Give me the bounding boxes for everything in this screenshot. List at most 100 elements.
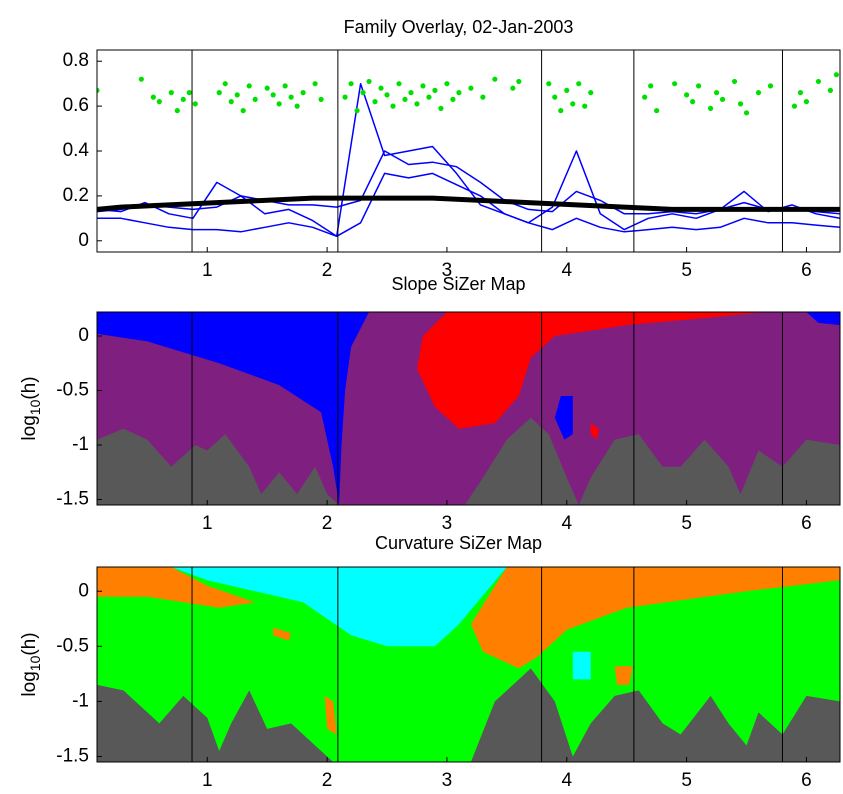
data-point bbox=[432, 87, 438, 93]
data-point bbox=[408, 90, 414, 96]
map-region bbox=[97, 312, 369, 505]
y-axis-label: log10(h) bbox=[19, 632, 43, 696]
data-point bbox=[719, 96, 726, 102]
data-point bbox=[713, 90, 720, 96]
y-tick-label: -0.5 bbox=[56, 380, 89, 401]
data-point bbox=[252, 96, 258, 102]
data-point bbox=[318, 96, 324, 102]
data-point bbox=[516, 78, 522, 85]
data-point bbox=[390, 103, 396, 109]
data-point bbox=[570, 101, 576, 107]
panel-title: Slope SiZer Map bbox=[391, 274, 525, 294]
data-point bbox=[468, 85, 474, 91]
data-point bbox=[689, 99, 696, 105]
data-point bbox=[384, 92, 390, 98]
data-point bbox=[444, 81, 450, 87]
data-point bbox=[276, 101, 282, 107]
x-tick-label: 4 bbox=[561, 770, 572, 791]
x-tick-label: 3 bbox=[442, 260, 453, 281]
x-tick-label: 1 bbox=[202, 513, 213, 534]
data-point bbox=[372, 99, 378, 105]
y-tick-label: -0.5 bbox=[56, 635, 89, 656]
plot-area bbox=[97, 50, 840, 252]
data-point bbox=[767, 83, 774, 89]
data-point bbox=[354, 108, 360, 114]
y-tick-label: -1.5 bbox=[56, 746, 89, 767]
data-point bbox=[815, 78, 822, 85]
data-point bbox=[450, 96, 456, 102]
data-point bbox=[156, 99, 162, 105]
family-curve bbox=[97, 82, 840, 238]
data-point bbox=[588, 90, 594, 96]
data-point bbox=[582, 103, 588, 109]
data-point bbox=[827, 87, 834, 93]
x-tick-label: 3 bbox=[442, 770, 453, 791]
data-point bbox=[480, 94, 486, 100]
map-region bbox=[171, 567, 507, 647]
data-point bbox=[426, 94, 432, 100]
y-tick-label: 0.4 bbox=[63, 140, 90, 161]
y-tick-label: 0.2 bbox=[63, 185, 89, 206]
x-tick-label: 4 bbox=[561, 513, 572, 534]
y-tick-label: -1 bbox=[72, 690, 89, 711]
y-tick-label: 0 bbox=[78, 230, 89, 251]
data-point bbox=[552, 94, 558, 100]
map-region bbox=[97, 668, 840, 762]
x-tick-label: 6 bbox=[801, 770, 812, 791]
data-point bbox=[192, 101, 198, 107]
map-region bbox=[470, 567, 840, 669]
data-point bbox=[737, 101, 744, 107]
x-tick-label: 5 bbox=[681, 513, 692, 534]
y-axis-label-part: (h) bbox=[19, 376, 40, 399]
data-point bbox=[294, 103, 300, 109]
data-point bbox=[564, 87, 570, 93]
data-point bbox=[396, 81, 402, 87]
y-axis-label-part: log bbox=[19, 671, 40, 696]
x-tick-label: 1 bbox=[202, 260, 213, 281]
y-axis-label: log10(h) bbox=[19, 376, 43, 440]
y-tick-label: -1.5 bbox=[56, 489, 89, 510]
data-point bbox=[174, 108, 180, 114]
data-point bbox=[803, 99, 810, 105]
data-point bbox=[300, 90, 306, 96]
family-curve bbox=[97, 172, 840, 238]
x-tick-label: 2 bbox=[322, 513, 333, 534]
x-tick-label: 5 bbox=[681, 770, 692, 791]
panel-title: Curvature SiZer Map bbox=[375, 533, 542, 553]
y-axis-label-part: log bbox=[19, 415, 40, 440]
data-point bbox=[420, 83, 426, 89]
frame bbox=[96, 311, 841, 506]
data-point bbox=[456, 90, 462, 96]
data-point bbox=[731, 78, 738, 85]
data-point bbox=[150, 94, 156, 100]
frame bbox=[96, 49, 841, 253]
data-point bbox=[282, 83, 288, 89]
data-point bbox=[97, 87, 100, 93]
data-point bbox=[186, 90, 192, 96]
map-region bbox=[97, 417, 840, 505]
map-region bbox=[590, 423, 600, 440]
data-point bbox=[576, 81, 582, 87]
map-region bbox=[614, 666, 633, 685]
map-region bbox=[572, 651, 591, 680]
data-point bbox=[558, 108, 564, 114]
data-point bbox=[264, 85, 270, 91]
data-point bbox=[648, 83, 654, 89]
x-tick-label: 6 bbox=[801, 513, 812, 534]
plot-area bbox=[97, 567, 840, 762]
data-point bbox=[180, 96, 186, 102]
data-point bbox=[755, 90, 762, 96]
x-tick-label: 2 bbox=[322, 260, 333, 281]
x-tick-label: 2 bbox=[322, 770, 333, 791]
data-point bbox=[791, 103, 798, 109]
panel-title: Family Overlay, 02-Jan-2003 bbox=[344, 17, 574, 37]
map-region bbox=[324, 695, 337, 735]
data-point bbox=[288, 94, 294, 100]
data-point bbox=[216, 90, 222, 96]
x-tick-label: 4 bbox=[561, 260, 572, 281]
x-tick-label: 5 bbox=[681, 260, 692, 281]
data-point bbox=[246, 83, 252, 89]
data-point bbox=[743, 110, 750, 116]
y-tick-label: 0.6 bbox=[63, 95, 89, 116]
y-tick-label: 0.8 bbox=[63, 50, 89, 71]
